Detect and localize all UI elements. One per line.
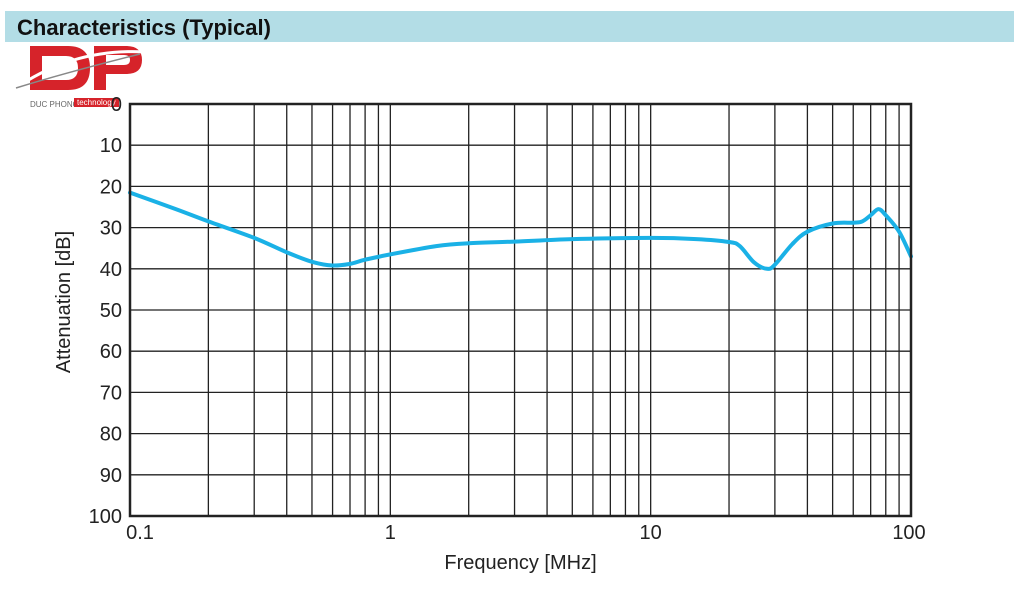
logo-company-name: DUC PHONG <box>30 100 79 109</box>
logo-mark-icon <box>15 46 147 90</box>
x-axis-title: Frequency [MHz] <box>444 552 596 574</box>
company-logo: DUC PHONG technology <box>8 38 148 118</box>
attenuation-series-line <box>128 190 913 271</box>
y-tick-label: 60 <box>100 341 122 363</box>
x-tick-label: 100 <box>892 522 925 544</box>
x-tick-labels: 0.1 1 10 100 <box>126 522 926 544</box>
header-bar: Characteristics (Typical) <box>5 11 1014 42</box>
y-tick-label: 100 <box>89 506 122 528</box>
y-tick-label: 40 <box>100 259 122 281</box>
y-tick-label: 10 <box>100 135 122 157</box>
y-tick-label: 0 <box>111 94 122 116</box>
y-tick-label: 80 <box>100 424 122 446</box>
y-tick-label: 30 <box>100 218 122 240</box>
page-title: Characteristics (Typical) <box>17 15 271 40</box>
x-tick-label: 0.1 <box>126 522 154 544</box>
y-tick-labels: 0 10 20 30 40 50 60 70 80 90 100 <box>89 94 122 528</box>
chart-grid <box>130 104 911 516</box>
y-tick-label: 90 <box>100 465 122 487</box>
logo-badge: technology <box>74 98 119 107</box>
plot-frame <box>128 102 913 518</box>
y-axis-title: Attenuation [dB] <box>53 231 75 373</box>
x-tick-label: 10 <box>640 522 662 544</box>
y-tick-label: 20 <box>100 176 122 198</box>
x-tick-label: 1 <box>385 522 396 544</box>
y-tick-label: 50 <box>100 300 122 322</box>
y-tick-label: 70 <box>100 382 122 404</box>
